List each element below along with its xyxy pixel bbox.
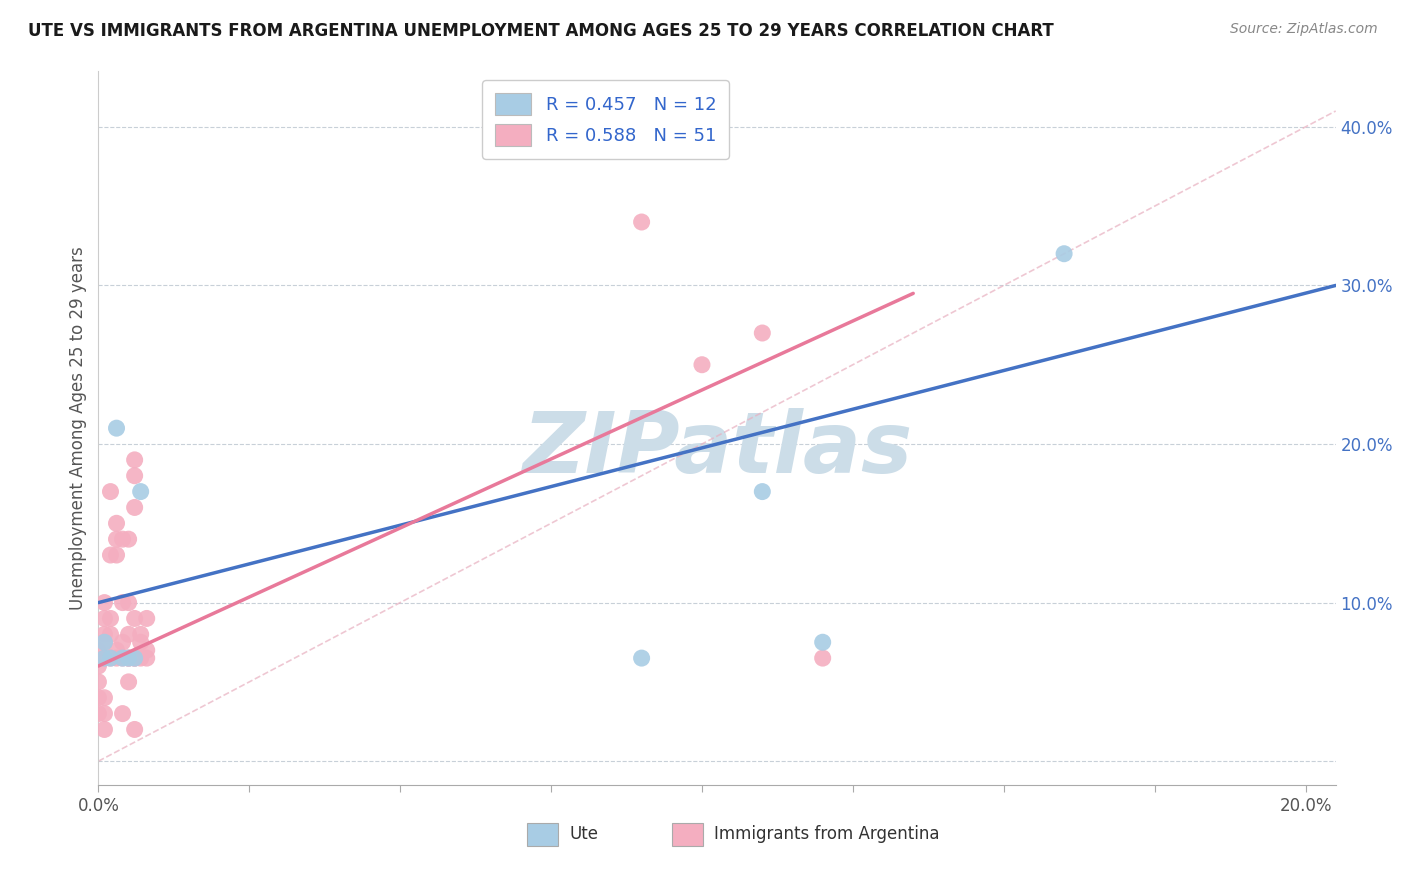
Point xyxy=(93,723,115,737)
Text: Ute: Ute xyxy=(569,825,599,844)
FancyBboxPatch shape xyxy=(527,823,558,846)
Point xyxy=(111,635,134,649)
Point xyxy=(93,635,115,649)
Point xyxy=(117,651,139,665)
Point xyxy=(135,651,157,665)
Point xyxy=(1053,246,1076,260)
Point xyxy=(117,596,139,610)
Point xyxy=(87,643,110,657)
Point xyxy=(93,635,115,649)
Point xyxy=(129,651,152,665)
Point xyxy=(117,627,139,641)
Point xyxy=(100,484,122,499)
Text: Source: ZipAtlas.com: Source: ZipAtlas.com xyxy=(1230,22,1378,37)
Point xyxy=(105,651,128,665)
Point xyxy=(93,706,115,721)
Point xyxy=(111,532,134,546)
Point xyxy=(87,706,110,721)
Point xyxy=(100,651,122,665)
Point xyxy=(100,651,122,665)
Point xyxy=(100,548,122,562)
Point xyxy=(117,651,139,665)
Point xyxy=(129,635,152,649)
Point xyxy=(117,532,139,546)
Point xyxy=(105,532,128,546)
Point xyxy=(93,627,115,641)
Point xyxy=(124,611,146,625)
Point xyxy=(135,643,157,657)
Point xyxy=(111,596,134,610)
Point xyxy=(87,690,110,705)
Point xyxy=(105,548,128,562)
Point xyxy=(93,690,115,705)
Point xyxy=(117,651,139,665)
Point xyxy=(111,651,134,665)
Point xyxy=(124,723,146,737)
Point xyxy=(630,215,652,229)
Point xyxy=(111,651,134,665)
Point xyxy=(124,651,146,665)
Point xyxy=(87,659,110,673)
Point xyxy=(690,358,713,372)
Point xyxy=(100,627,122,641)
Text: ZIPatlas: ZIPatlas xyxy=(522,408,912,491)
FancyBboxPatch shape xyxy=(672,823,703,846)
Point xyxy=(100,611,122,625)
Point xyxy=(811,635,834,649)
Point xyxy=(124,468,146,483)
Text: UTE VS IMMIGRANTS FROM ARGENTINA UNEMPLOYMENT AMONG AGES 25 TO 29 YEARS CORRELAT: UTE VS IMMIGRANTS FROM ARGENTINA UNEMPLO… xyxy=(28,22,1054,40)
Point xyxy=(135,611,157,625)
Point xyxy=(111,706,134,721)
Point xyxy=(124,453,146,467)
Point xyxy=(124,500,146,515)
Legend: R = 0.457   N = 12, R = 0.588   N = 51: R = 0.457 N = 12, R = 0.588 N = 51 xyxy=(482,80,728,159)
Point xyxy=(105,516,128,531)
Point xyxy=(117,674,139,689)
Point xyxy=(811,651,834,665)
Y-axis label: Unemployment Among Ages 25 to 29 years: Unemployment Among Ages 25 to 29 years xyxy=(69,246,87,610)
Point xyxy=(93,651,115,665)
Point xyxy=(93,651,115,665)
Point xyxy=(93,611,115,625)
Point xyxy=(129,484,152,499)
Point xyxy=(751,484,773,499)
Point xyxy=(630,651,652,665)
Point xyxy=(751,326,773,340)
Text: Immigrants from Argentina: Immigrants from Argentina xyxy=(714,825,939,844)
Point xyxy=(124,651,146,665)
Point xyxy=(105,421,128,435)
Point xyxy=(105,643,128,657)
Point xyxy=(93,596,115,610)
Point xyxy=(87,674,110,689)
Point xyxy=(129,627,152,641)
Point xyxy=(124,651,146,665)
